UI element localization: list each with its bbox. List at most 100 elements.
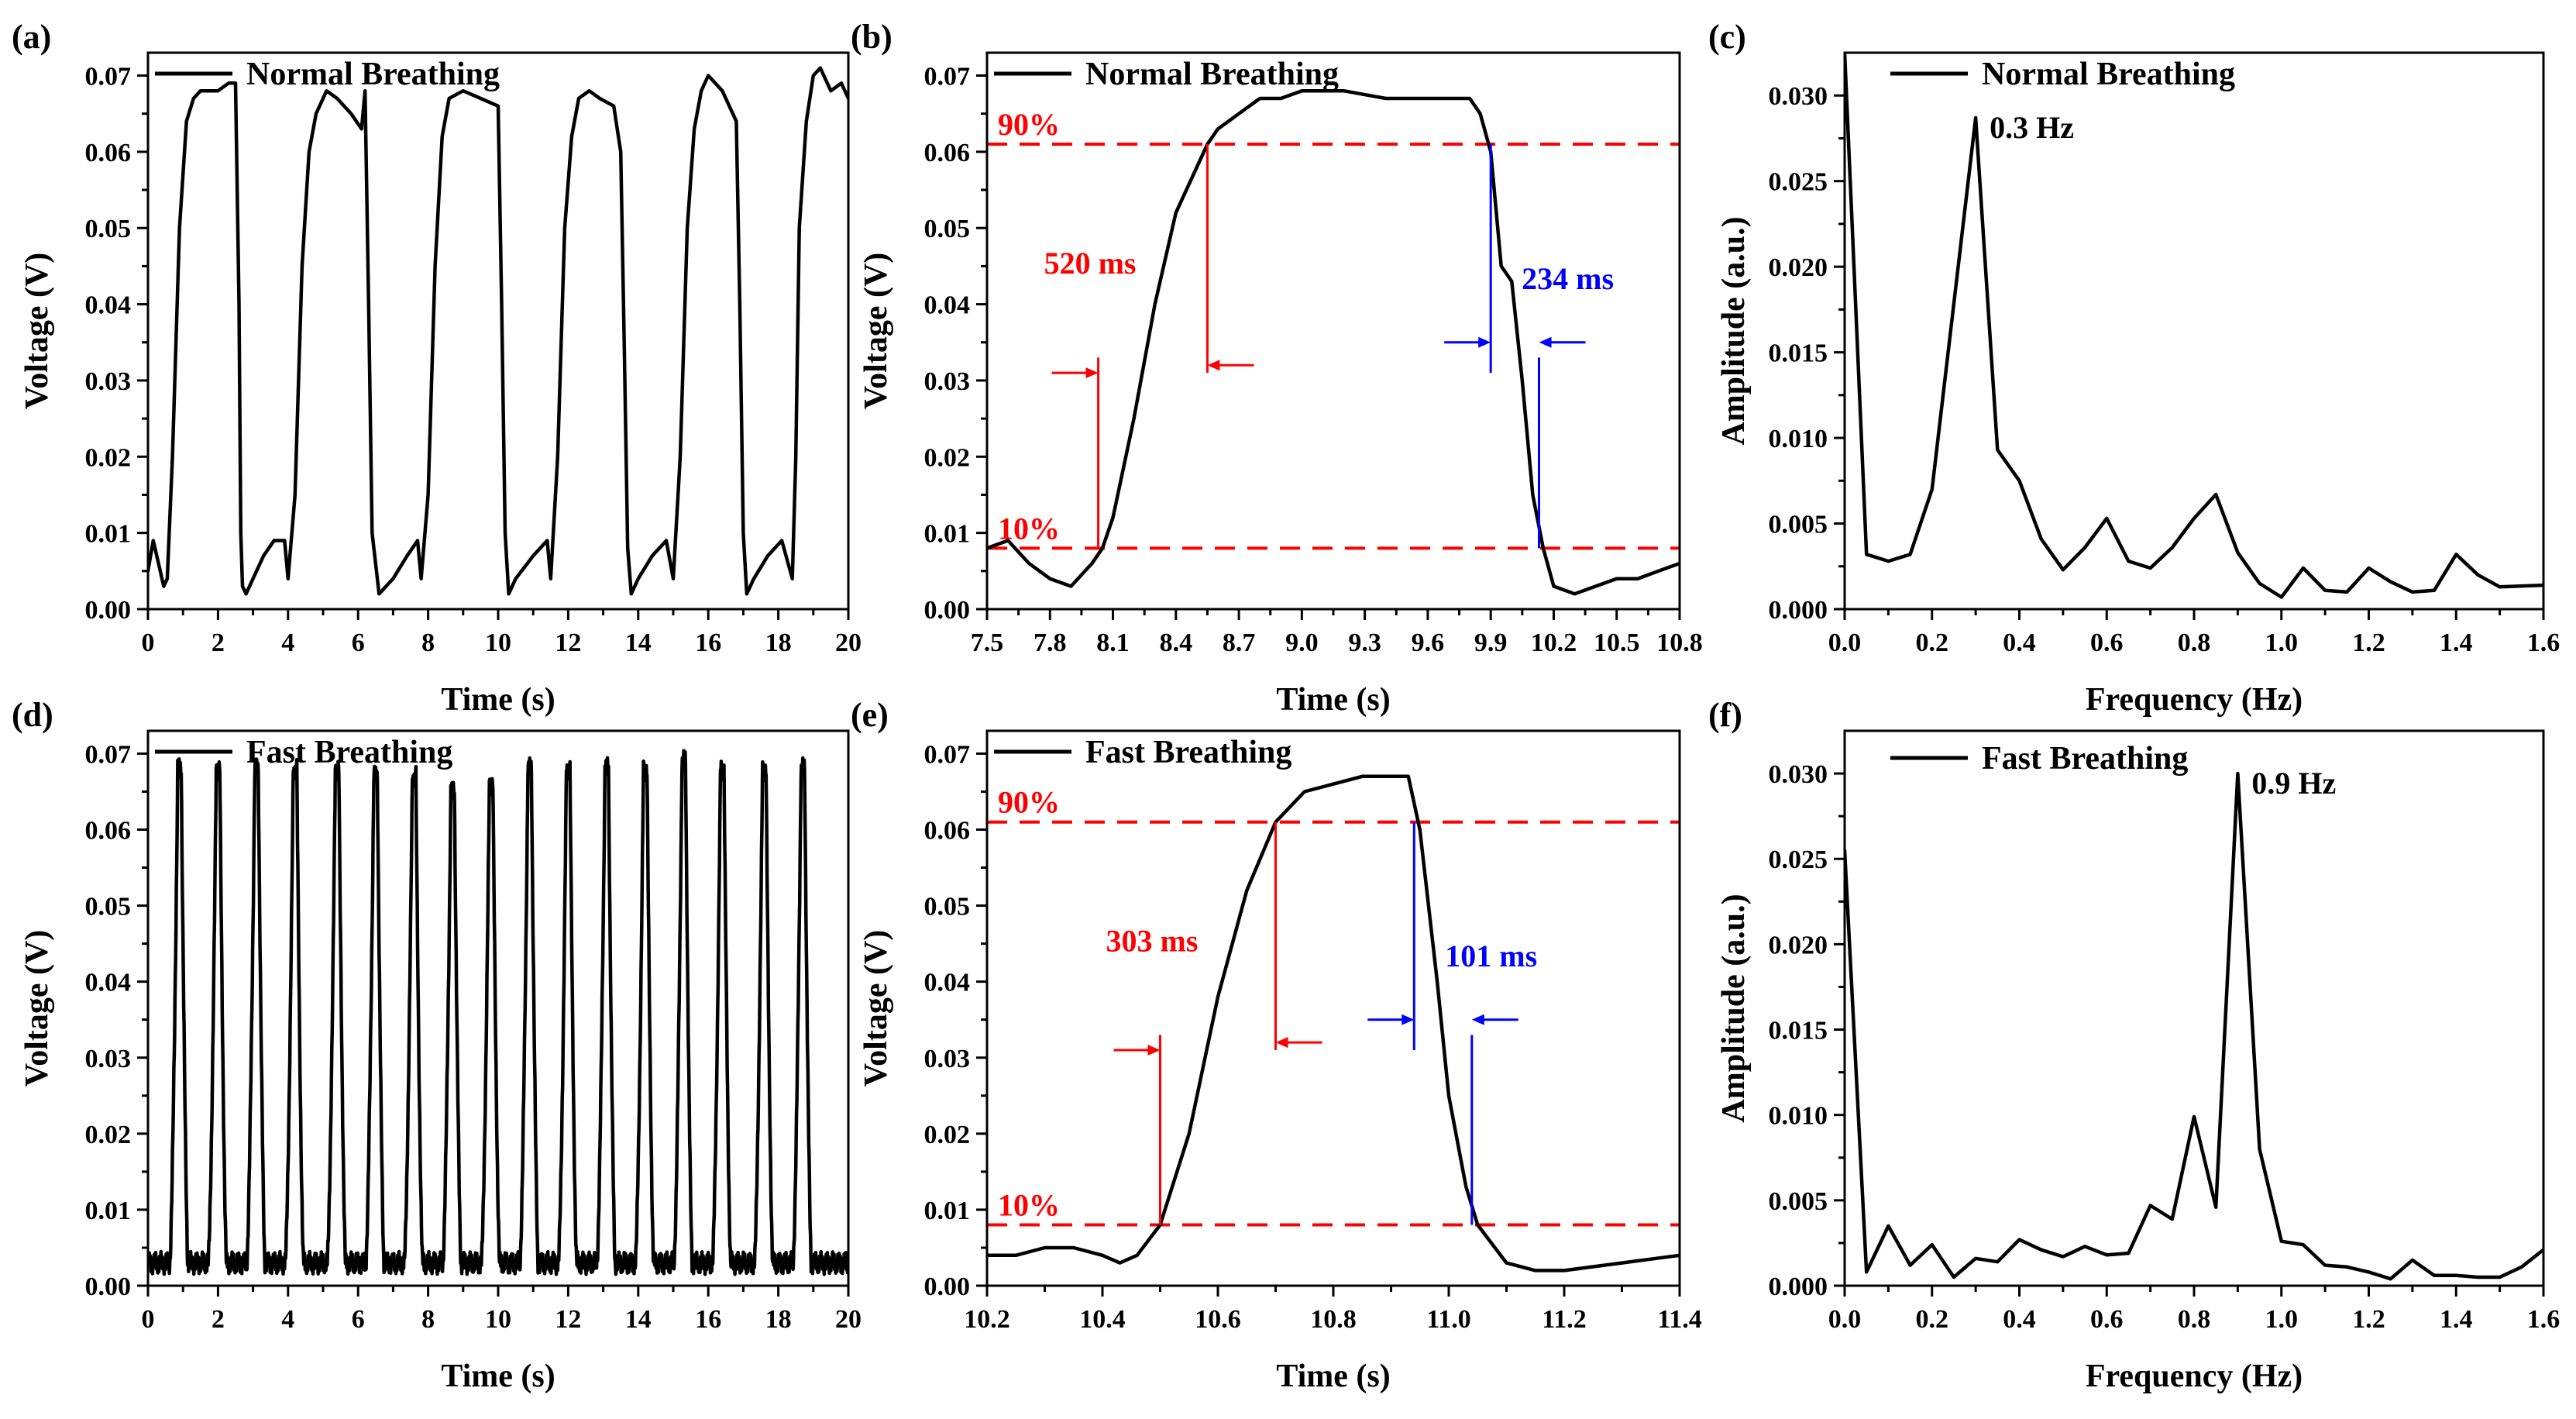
- y-tick-label: 0.06: [85, 139, 132, 167]
- y-tick-label: 0.010: [1769, 425, 1828, 453]
- y-tick-label: 0.020: [1769, 253, 1828, 282]
- x-tick-label: 14: [625, 629, 652, 657]
- y-tick-label: 0.05: [85, 215, 132, 243]
- x-tick-label: 20: [835, 1305, 862, 1334]
- x-tick-label: 7.8: [1033, 629, 1067, 657]
- panel-c: (c) 0.3 Hz 0.0 0.2 0.4 0.6 0.8 1.0 1.2 1.4 1.6 0.00…: [1708, 18, 2560, 718]
- y-tick-label: 0.020: [1769, 931, 1828, 959]
- x-tick-label: 0.4: [2003, 629, 2036, 657]
- y-axis-title: Voltage (V): [19, 253, 55, 410]
- panel-a: (a) 0 2 4 6 8 10 12 14 16 18 20 0.00 0.01 0.02 0.03 0.04…: [12, 18, 862, 718]
- y-tick-label: 0.03: [85, 1045, 132, 1073]
- time-marker: [1051, 144, 1254, 549]
- x-tick-label: 18: [765, 1305, 792, 1334]
- y-tick-label: 0.04: [85, 291, 132, 320]
- plot-frame: [985, 51, 1681, 611]
- panel-d: (d) 0 2 4 6 8 10 12 14 16 18 20 0.00 0.01 0.02 0.03 0.04…: [12, 696, 862, 1394]
- x-tick-label: 0.6: [2090, 1305, 2124, 1334]
- x-tick-label: 8.4: [1160, 629, 1193, 657]
- y-tick-label: 0.03: [85, 367, 132, 396]
- x-tick-label: 8.1: [1096, 629, 1130, 657]
- y-axis-title: Voltage (V): [858, 253, 894, 410]
- x-tick-label: 10: [485, 1305, 511, 1334]
- y-axis-title: Amplitude (a.u.): [1716, 894, 1752, 1122]
- arrow-head-icon: [1401, 1014, 1415, 1025]
- x-tick-label: 0.8: [2178, 1305, 2211, 1334]
- x-tick-label: 11.4: [1657, 1305, 1702, 1334]
- x-tick-label: 0.2: [1916, 629, 1949, 657]
- x-tick-label: 0.0: [1828, 1305, 1862, 1334]
- x-tick-label: 0.2: [1916, 1305, 1949, 1334]
- x-axis-title: Time (s): [1276, 682, 1390, 718]
- legend-label: Normal Breathing: [246, 57, 500, 92]
- x-tick-label: 10.8: [1656, 629, 1703, 657]
- x-tick-label: 1.4: [2440, 1305, 2473, 1334]
- x-axis-title: Time (s): [441, 1359, 555, 1394]
- time-marker: [1113, 821, 1322, 1225]
- y-tick-label: 0.07: [924, 63, 971, 91]
- time-marker: [1444, 144, 1586, 549]
- x-tick-label: 1.0: [2265, 629, 2299, 657]
- series-line: [148, 66, 848, 596]
- x-tick-label: 10.8: [1310, 1305, 1357, 1334]
- x-tick-label: 9.0: [1285, 629, 1319, 657]
- legend-label: Fast Breathing: [1982, 741, 2188, 777]
- legend-label: Normal Breathing: [1982, 57, 2235, 92]
- x-axis-title: Frequency (Hz): [2086, 682, 2303, 718]
- plot-frame: [1843, 729, 2545, 1287]
- legend-label: Fast Breathing: [246, 735, 452, 770]
- x-tick-label: 0.8: [2178, 629, 2211, 657]
- y-axis-title: Voltage (V): [19, 930, 55, 1087]
- arrow-head-icon: [1085, 367, 1099, 379]
- plot-area: [1845, 771, 2543, 1281]
- x-tick-label: 0.6: [2090, 629, 2124, 657]
- x-tick-label: 16: [695, 629, 721, 657]
- x-tick-label: 10.2: [964, 1305, 1010, 1334]
- time-marker: [1367, 821, 1518, 1225]
- y-tick-label: 0.000: [1769, 1273, 1828, 1301]
- y-tick-label: 0.005: [1769, 1187, 1828, 1216]
- y-tick-label: 0.02: [85, 1121, 132, 1149]
- x-tick-label: 11.2: [1542, 1305, 1587, 1334]
- y-tick-label: 0.030: [1769, 82, 1828, 111]
- y-tick-label: 0.015: [1769, 1017, 1828, 1045]
- threshold-label: 90%: [998, 785, 1060, 820]
- arrow-head-icon: [1275, 1037, 1288, 1049]
- y-tick-label: 0.07: [85, 63, 132, 91]
- y-tick-label: 0.015: [1769, 339, 1828, 368]
- plot-area: [1845, 53, 2543, 599]
- y-tick-label: 0.00: [85, 596, 132, 625]
- y-tick-label: 0.030: [1769, 760, 1828, 789]
- y-tick-label: 0.05: [85, 893, 132, 921]
- x-tick-label: 10.5: [1594, 629, 1640, 657]
- arrow-head-icon: [1471, 1014, 1484, 1025]
- y-tick-label: 0.01: [85, 520, 132, 549]
- x-tick-label: 0: [142, 629, 155, 657]
- series-line: [987, 88, 1680, 596]
- y-tick-label: 0.025: [1769, 846, 1828, 874]
- y-tick-label: 0.04: [924, 291, 971, 320]
- panel-label: (d): [12, 696, 53, 734]
- x-tick-label: 9.9: [1474, 629, 1508, 657]
- series-line: [148, 749, 848, 1276]
- y-tick-label: 0.00: [85, 1273, 132, 1301]
- x-axis-title: Frequency (Hz): [2086, 1359, 2303, 1394]
- threshold-label: 10%: [998, 511, 1060, 546]
- y-axis-title: Amplitude (a.u.): [1716, 216, 1752, 445]
- panel-e: (e) 90% 10% 303 ms 101 ms 10.2 10.4 10.6 10.8 11.…: [851, 696, 1702, 1394]
- x-tick-label: 2: [212, 1305, 225, 1334]
- x-tick-label: 20: [835, 629, 862, 657]
- duration-label: 303 ms: [1106, 923, 1199, 958]
- x-tick-label: 8.7: [1223, 629, 1256, 657]
- y-tick-label: 0.05: [924, 215, 971, 243]
- x-tick-label: 8: [421, 629, 435, 657]
- x-tick-label: 1.6: [2527, 1305, 2561, 1334]
- y-tick-label: 0.01: [924, 1197, 971, 1225]
- x-tick-label: 1.2: [2352, 629, 2385, 657]
- x-tick-label: 2: [212, 629, 225, 657]
- arrow-head-icon: [1478, 336, 1491, 348]
- y-tick-label: 0.06: [85, 817, 132, 846]
- series-line: [987, 774, 1680, 1273]
- x-tick-label: 9.6: [1412, 629, 1445, 657]
- y-tick-label: 0.01: [924, 520, 971, 549]
